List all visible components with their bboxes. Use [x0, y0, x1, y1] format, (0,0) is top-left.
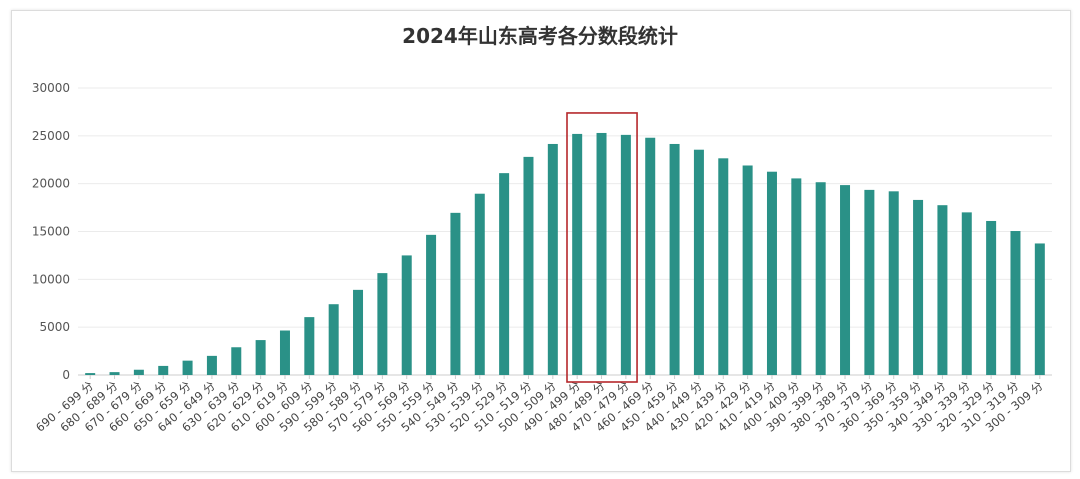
y-tick-label: 20000 — [32, 177, 70, 191]
bar — [401, 255, 412, 375]
bar — [426, 234, 437, 375]
bar — [353, 289, 364, 375]
bar — [913, 199, 924, 375]
bar — [523, 156, 534, 375]
bar — [182, 360, 193, 375]
bar — [499, 173, 510, 375]
bar — [937, 205, 948, 375]
bar — [888, 191, 899, 375]
highlight-box — [566, 112, 638, 383]
y-tick-label: 5000 — [39, 320, 70, 334]
bar — [133, 369, 144, 375]
bar — [255, 340, 266, 375]
bar — [1034, 243, 1045, 375]
bar — [718, 158, 729, 375]
bar — [279, 330, 290, 375]
bar — [547, 143, 558, 375]
bar — [450, 212, 461, 375]
bar — [596, 132, 607, 375]
bar — [85, 373, 96, 375]
bar — [864, 189, 875, 375]
highlight-overlay — [566, 112, 638, 383]
bar — [1010, 231, 1021, 375]
y-axis: 0 5000 10000 15000 20000 25000 30000 — [32, 81, 70, 382]
y-tick-label: 15000 — [32, 225, 70, 239]
chart-title: 2024年山东高考各分数段统计 — [402, 24, 678, 48]
y-tick-label: 30000 — [32, 81, 70, 95]
bar — [109, 372, 120, 375]
bar — [572, 133, 583, 375]
bar — [377, 273, 388, 375]
gridlines — [78, 87, 1052, 376]
bar — [742, 165, 753, 375]
bar — [206, 355, 217, 375]
bar — [474, 193, 485, 375]
bar — [231, 347, 242, 375]
bar — [304, 317, 315, 375]
bar — [815, 182, 826, 375]
bar — [620, 134, 631, 375]
y-tick-label: 10000 — [32, 272, 70, 286]
y-tick-label: 25000 — [32, 129, 70, 143]
bar — [328, 304, 339, 375]
bar — [645, 137, 656, 375]
bar — [791, 178, 802, 375]
bar — [669, 143, 680, 375]
bar — [766, 171, 777, 375]
bar — [986, 220, 997, 375]
bar — [693, 149, 704, 375]
bars — [85, 132, 1045, 375]
bar — [840, 185, 851, 375]
y-tick-label: 0 — [62, 368, 70, 382]
bar — [158, 365, 169, 375]
bar — [961, 212, 972, 375]
